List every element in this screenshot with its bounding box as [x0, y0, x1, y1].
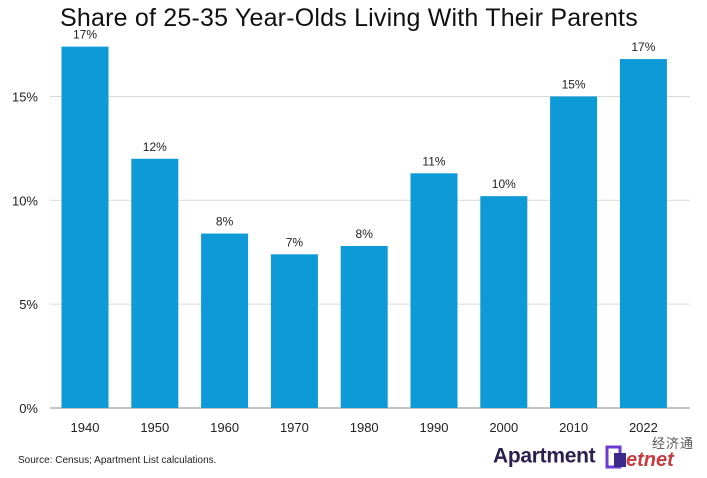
bar-1980: [340, 246, 388, 408]
x-tick-label: 1990: [420, 420, 449, 435]
y-tick-label: 5%: [19, 297, 38, 312]
bar-chart: 0% 5% 10% 15% 17% 12% 8% 7% 8% 11% 10% 15% 17% 1940…: [12, 28, 690, 435]
bar-1990: [410, 173, 458, 408]
x-axis-ticks: 1940 1950 1960 1970 1980 1990 2000 2010 2022: [71, 420, 658, 435]
x-tick-label: 1940: [71, 420, 100, 435]
apartment-list-logo: Apartment: [493, 444, 630, 470]
x-tick-label: 2000: [489, 420, 518, 435]
etnet-watermark-logo: etnet: [626, 449, 674, 471]
bar-1970: [270, 254, 318, 408]
data-label-1980: 8%: [356, 227, 374, 241]
data-label-2010: 15%: [562, 77, 586, 91]
etnet-watermark-chinese: 经济通: [652, 436, 695, 451]
data-label-1970: 7%: [286, 235, 304, 249]
apartment-list-logo-icon: [605, 445, 626, 469]
data-label-1960: 8%: [216, 215, 234, 229]
bar-1940: [61, 46, 109, 408]
bar-2010: [550, 96, 598, 408]
data-label-1990: 11%: [422, 154, 445, 168]
bar-2000: [480, 196, 528, 408]
chart-title: Share of 25-35 Year-Olds Living With The…: [60, 4, 638, 32]
bar-1950: [131, 158, 179, 408]
bar-1960: [201, 233, 249, 408]
x-tick-label: 1960: [210, 420, 239, 435]
y-axis-ticks: 0% 5% 10% 15%: [12, 89, 38, 416]
x-tick-label: 1980: [350, 420, 379, 435]
bar-data-labels: 17% 12% 8% 7% 8% 11% 10% 15% 17%: [73, 28, 656, 250]
data-label-1940: 17%: [73, 28, 97, 42]
bars: [61, 46, 667, 408]
x-tick-label: 1970: [280, 420, 309, 435]
x-tick-label: 1950: [140, 420, 169, 435]
y-tick-label: 0%: [19, 401, 38, 416]
data-label-2000: 10%: [492, 177, 516, 191]
y-tick-label: 10%: [12, 193, 38, 208]
x-tick-label: 2022: [629, 420, 658, 435]
logo-wordmark: Apartment: [493, 444, 596, 468]
data-label-1950: 12%: [143, 140, 167, 154]
x-tick-label: 2010: [559, 420, 588, 435]
data-label-2022: 17%: [631, 40, 655, 54]
y-tick-label: 15%: [12, 89, 38, 104]
source-note: Source: Census; Apartment List calculati…: [18, 455, 217, 466]
bar-2022: [619, 59, 667, 408]
